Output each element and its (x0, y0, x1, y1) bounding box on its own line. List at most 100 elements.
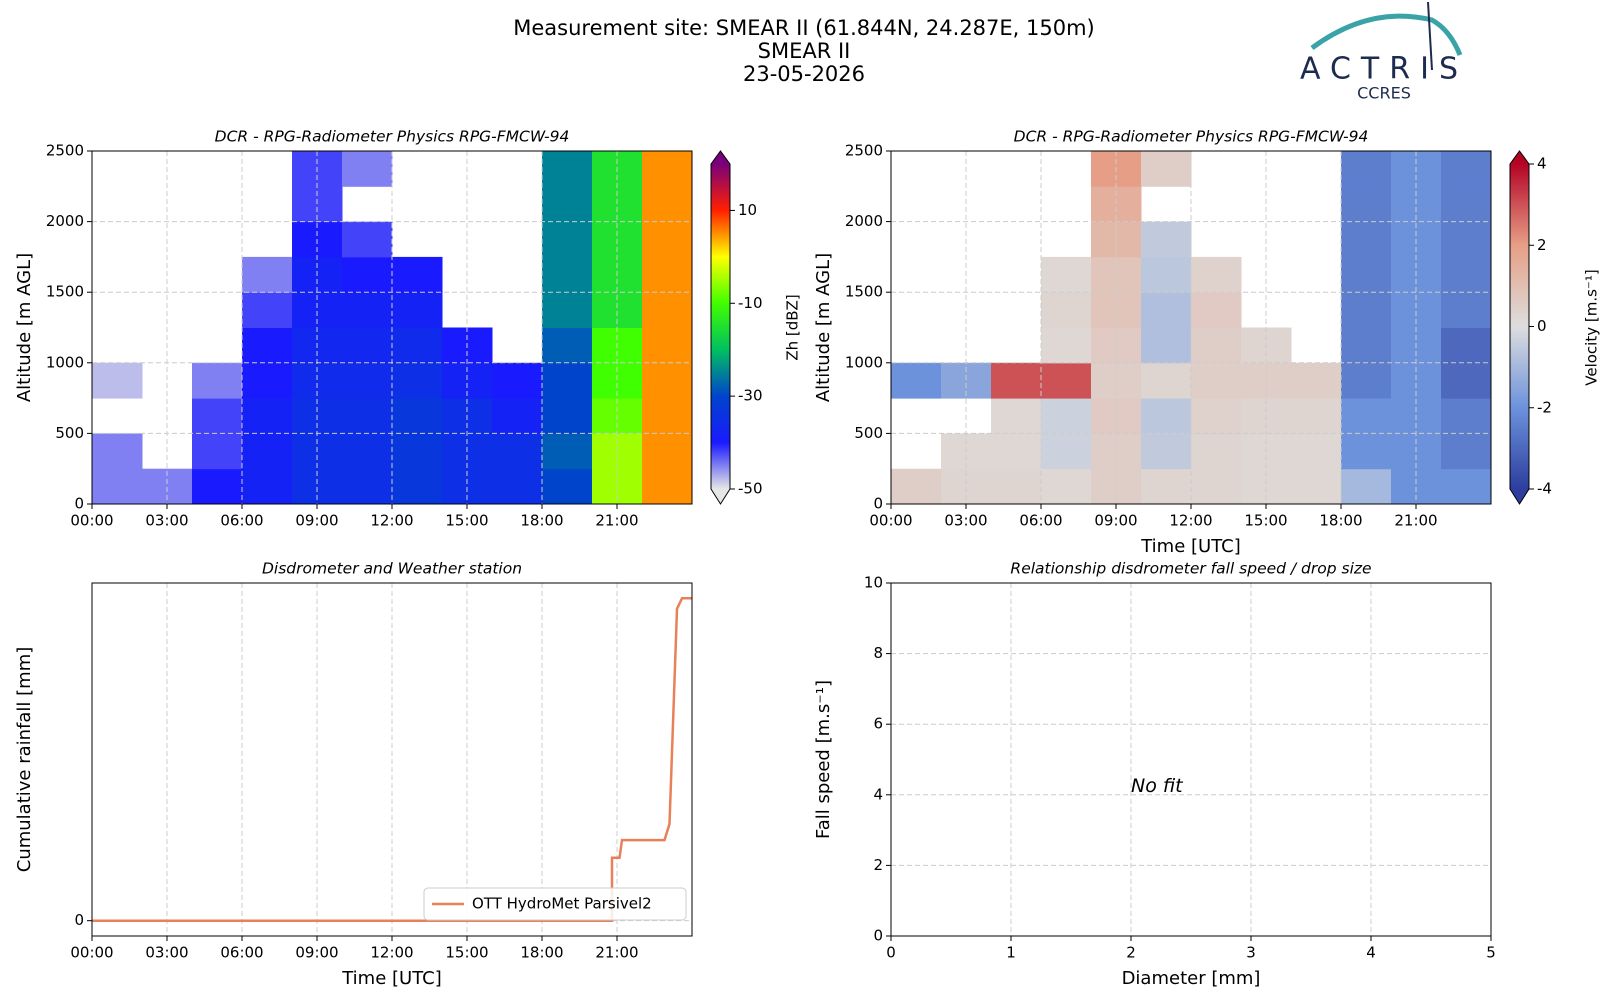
panel-title: DCR - RPG-Radiometer Physics RPG-FMCW-94 (1014, 128, 1369, 146)
heatmap-cell (1041, 328, 1092, 364)
heatmap-cell (1341, 292, 1392, 328)
x-tick-label: 21:00 (595, 944, 638, 962)
heatmap-cell (1341, 151, 1392, 187)
x-tick-label: 21:00 (595, 512, 638, 530)
logo-text: ACTRIS (1300, 52, 1468, 87)
heatmap-cell (492, 398, 543, 434)
heatmap-cell (1191, 363, 1242, 399)
heatmap-cell (1041, 292, 1092, 328)
heatmap-cell (542, 151, 593, 187)
heatmap-cell (542, 328, 593, 364)
y-axis-label: Fall speed [m.s⁻¹] (813, 680, 834, 839)
x-tick-label: 00:00 (869, 512, 912, 530)
x-tick-label: 00:00 (70, 944, 113, 962)
y-tick-label: 500 (55, 424, 84, 442)
x-tick-label: 09:00 (1094, 512, 1137, 530)
heatmap-cell (1141, 433, 1192, 469)
x-tick-label: 09:00 (295, 512, 338, 530)
y-tick-label: 500 (854, 424, 883, 442)
heatmap-cell (542, 186, 593, 222)
heatmap-cell (1441, 292, 1492, 328)
y-axis-label: Cumulative rainfall [mm] (14, 647, 35, 873)
heatmap-cell (242, 433, 293, 469)
x-axis-label: Time [UTC] (341, 968, 442, 989)
x-tick-label: 18:00 (520, 944, 563, 962)
x-tick-label: 12:00 (370, 944, 413, 962)
y-tick-label: 0 (873, 927, 883, 945)
heatmap-cell (1141, 222, 1192, 258)
heatmap-cell (1041, 257, 1092, 293)
heatmap-cell (392, 433, 443, 469)
legend-label: OTT HydroMet Parsivel2 (472, 895, 652, 913)
y-tick-label: 2500 (46, 142, 84, 160)
heatmap-cell (1341, 257, 1392, 293)
heatmap-cell (991, 469, 1042, 505)
heatmap-cell (1441, 433, 1492, 469)
x-tick-label: 03:00 (944, 512, 987, 530)
heatmap-cell (891, 363, 942, 399)
panel-title: Relationship disdrometer fall speed / dr… (1010, 560, 1371, 578)
heatmap-cell (1441, 151, 1492, 187)
heatmap-cell (192, 363, 243, 399)
annotation: No fit (1131, 775, 1184, 797)
logo-arc (1312, 16, 1460, 55)
suptitle: SMEAR II (758, 39, 851, 63)
colorbar-label: Velocity [m.s⁻¹] (1583, 269, 1600, 385)
colorbar-extend (711, 151, 730, 164)
heatmap-cell (392, 363, 443, 399)
panel-title: DCR - RPG-Radiometer Physics RPG-FMCW-94 (215, 128, 570, 146)
y-tick-label: 1000 (46, 353, 84, 371)
heatmap-cell (342, 398, 393, 434)
heatmap-cell (492, 433, 543, 469)
heatmap-cell (991, 433, 1042, 469)
heatmap-cell (542, 222, 593, 258)
heatmap-cell (1141, 469, 1192, 505)
heatmap-cell (242, 292, 293, 328)
heatmap-cell (642, 469, 693, 505)
heatmap-cell (242, 363, 293, 399)
logo: ACTRIS CCRES (1300, 2, 1468, 103)
heatmap-cell (1441, 469, 1492, 505)
y-tick-label: 2 (873, 856, 883, 874)
heatmap-cell (542, 398, 593, 434)
heatmap-cell (1441, 222, 1492, 258)
heatmap-cell (1291, 469, 1342, 505)
heatmap-cell (192, 469, 243, 505)
heatmap-cell (891, 469, 942, 505)
heatmap-cell (642, 363, 693, 399)
heatmap-cell (342, 222, 393, 258)
heatmap-cell (642, 433, 693, 469)
heatmap-cell (1041, 363, 1092, 399)
colorbar-tick-label: 2 (1537, 236, 1547, 254)
heatmap-cell (642, 186, 693, 222)
heatmap-cell (392, 292, 443, 328)
y-axis-label: Altitude [m AGL] (813, 253, 834, 402)
heatmap-cell (342, 151, 393, 187)
heatmap-cell (242, 469, 293, 505)
colorbar-tick-label: -30 (738, 387, 763, 405)
heatmap-cell (1191, 398, 1242, 434)
heatmap-cell (1291, 398, 1342, 434)
colorbar-label: Zh [dBZ] (784, 294, 802, 360)
heatmap-cell (242, 328, 293, 364)
heatmap-cell (1341, 222, 1392, 258)
x-tick-label: 12:00 (1169, 512, 1212, 530)
heatmap-cell (1041, 398, 1092, 434)
x-tick-label: 15:00 (1244, 512, 1287, 530)
heatmap-cell (991, 363, 1042, 399)
x-tick-label: 0 (886, 944, 896, 962)
heatmap-cell (492, 363, 543, 399)
heatmap-cell (242, 398, 293, 434)
colorbar-tick-label: 10 (738, 201, 757, 219)
colorbar-tick-label: 4 (1537, 155, 1547, 173)
heatmap-cell (1341, 398, 1392, 434)
x-tick-label: 4 (1366, 944, 1376, 962)
heatmap-cell (92, 469, 143, 505)
colorbar-extend (711, 489, 730, 504)
colorbar-tick-label: -2 (1537, 398, 1552, 416)
heatmap-cell (1141, 398, 1192, 434)
heatmap-cell (1441, 398, 1492, 434)
colorbar-tick-label: -10 (738, 294, 763, 312)
y-tick-label: 2000 (46, 212, 84, 230)
x-tick-label: 09:00 (295, 944, 338, 962)
